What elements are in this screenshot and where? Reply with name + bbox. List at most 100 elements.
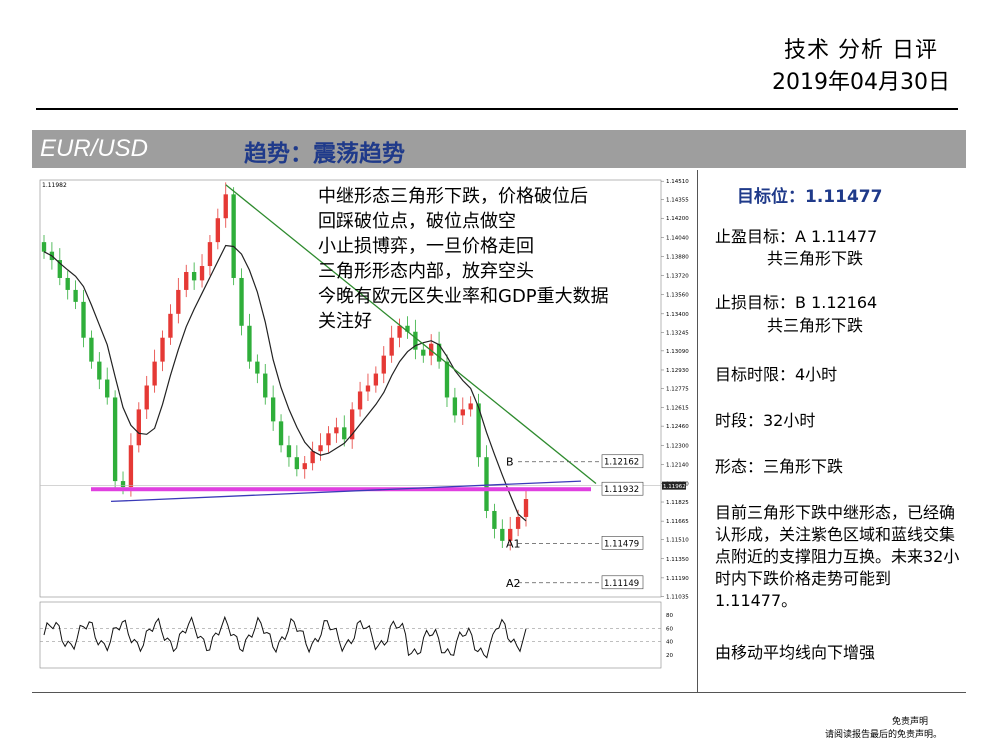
candle bbox=[199, 266, 205, 281]
annotation-line: 中继形态三角形下跌，价格破位后 bbox=[318, 186, 588, 207]
candle bbox=[270, 397, 276, 422]
y-tick-label: 1.11825 bbox=[666, 500, 689, 506]
candle bbox=[223, 194, 228, 219]
level-box bbox=[601, 454, 644, 469]
trend-label: 趋势：震荡趋势 bbox=[244, 141, 405, 167]
y-tick-label: 1.14355 bbox=[666, 198, 689, 204]
annotation-line: 今晚有欧元区失业率和GDP重大数据 bbox=[318, 286, 609, 307]
oscillator-frame bbox=[39, 601, 662, 669]
candle bbox=[160, 337, 165, 362]
candle bbox=[184, 272, 189, 290]
level-value: 1.11479 bbox=[604, 539, 639, 549]
current-price-tag bbox=[662, 481, 686, 490]
y-tick-label: 1.13560 bbox=[666, 293, 689, 299]
level-label: B bbox=[506, 456, 514, 469]
candle bbox=[468, 403, 473, 410]
y-tick-label: 1.13245 bbox=[666, 330, 689, 336]
report-title: 技术 分析 日评 bbox=[784, 38, 938, 63]
oscillator-tick-label: 20 bbox=[666, 653, 673, 659]
annotation-line: 关注好 bbox=[318, 311, 372, 332]
candle bbox=[112, 397, 118, 482]
price-chart: 1.11982 1.14510 1.14355 1.14200 1.14040 1.138… bbox=[39, 179, 689, 669]
candle bbox=[318, 445, 323, 452]
pattern: 形态：三角形下跌 bbox=[715, 457, 844, 476]
level-label: A2 bbox=[506, 577, 521, 590]
chart-annotation: 中继形态三角形下跌，价格破位后 回踩破位点，破位点做空 小止损博弈，一旦价格走回… bbox=[318, 184, 688, 334]
take-profit: 止盈目标：A 1.11477 bbox=[715, 227, 878, 246]
candle bbox=[429, 343, 434, 356]
level-box bbox=[601, 575, 644, 590]
candle bbox=[255, 361, 260, 374]
candle bbox=[57, 260, 62, 278]
candle bbox=[452, 397, 458, 416]
candle bbox=[231, 194, 236, 278]
candle bbox=[310, 451, 315, 464]
bottom-rule bbox=[32, 692, 966, 693]
analysis-description: 目前三角形下跌中继形态，已经确认形成，关注紫色区域和蓝线交集点附近的支撑阻力互换… bbox=[715, 503, 960, 610]
disclaimer-text: 请阅读报告最后的免责声明。 bbox=[824, 730, 942, 740]
candle bbox=[436, 343, 442, 362]
y-tick-label: 1.11190 bbox=[666, 576, 689, 582]
y-tick-label: 1.13090 bbox=[666, 349, 689, 355]
chart-top-label: 1.11982 bbox=[42, 182, 67, 189]
oscillator-tick-label: 80 bbox=[666, 613, 673, 619]
candle bbox=[105, 379, 110, 398]
candle bbox=[460, 409, 465, 416]
candle bbox=[523, 499, 529, 517]
take-profit-note: 共三角形下跌 bbox=[767, 249, 864, 268]
candle bbox=[421, 349, 426, 356]
candle bbox=[263, 373, 268, 398]
oscillator-line bbox=[43, 615, 527, 659]
annotation-line: 小止损博弈，一旦价格走回 bbox=[318, 236, 534, 257]
annotation-line: 三角形形态内部，放弃空头 bbox=[318, 261, 534, 282]
level-box bbox=[601, 536, 644, 550]
y-tick-label: 1.12140 bbox=[666, 462, 689, 468]
y-tick-label: 1.14510 bbox=[666, 179, 689, 185]
candle bbox=[294, 457, 300, 470]
candle bbox=[500, 528, 505, 541]
candle bbox=[89, 337, 94, 362]
candle bbox=[413, 331, 418, 350]
y-tick-label: 1.13400 bbox=[666, 312, 689, 318]
candle bbox=[381, 355, 386, 374]
candle bbox=[405, 325, 410, 332]
y-tick-label: 1.11350 bbox=[666, 557, 689, 563]
candle bbox=[247, 325, 252, 362]
oscillator-tick-label: 40 bbox=[666, 640, 673, 646]
candle bbox=[120, 481, 126, 488]
candle bbox=[239, 277, 244, 326]
candle bbox=[73, 289, 78, 302]
disclaimer-title: 免责声明 bbox=[891, 717, 928, 727]
title-band: EUR/USD 趋势：震荡趋势 bbox=[32, 130, 966, 168]
stop-loss-note: 共三角形下跌 bbox=[767, 316, 864, 335]
currency-pair: EUR/USD bbox=[40, 135, 149, 162]
y-tick-label: 1.13880 bbox=[666, 254, 689, 260]
header-rule bbox=[36, 108, 958, 110]
candle bbox=[484, 457, 489, 511]
level-value: 1.11149 bbox=[604, 579, 639, 589]
candle bbox=[349, 409, 355, 440]
candle bbox=[342, 427, 347, 440]
candle bbox=[444, 361, 450, 398]
period: 时段：32小时 bbox=[715, 411, 816, 430]
candle bbox=[215, 218, 221, 243]
y-tick-label: 1.11510 bbox=[666, 538, 689, 544]
y-tick-label: 1.12300 bbox=[666, 443, 689, 449]
ma-note: 由移动平均线向下增强 bbox=[715, 643, 876, 662]
y-tick-label: 1.11665 bbox=[666, 519, 689, 525]
y-tick-label: 1.12930 bbox=[666, 368, 689, 374]
level-label: A1 bbox=[506, 537, 521, 550]
column-divider bbox=[697, 170, 698, 692]
candle bbox=[365, 385, 371, 392]
time-limit: 目标时限：4小时 bbox=[715, 365, 838, 384]
ascending-trendline bbox=[110, 480, 582, 503]
candle bbox=[389, 337, 394, 356]
candle bbox=[334, 427, 339, 434]
moving-average-line bbox=[43, 244, 527, 522]
current-price-value: 1.11962 bbox=[663, 484, 686, 490]
candle bbox=[278, 421, 284, 446]
target-price: 目标位：1.11477 bbox=[737, 187, 883, 207]
y-tick-label: 1.12775 bbox=[666, 387, 689, 393]
candle bbox=[81, 301, 86, 338]
candle bbox=[326, 433, 331, 446]
